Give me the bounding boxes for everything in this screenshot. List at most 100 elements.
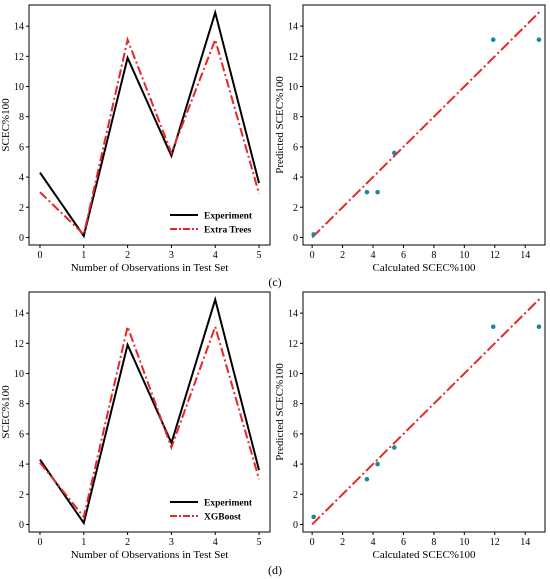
x-tick-label: 14 — [520, 250, 530, 261]
scatter-point — [375, 461, 380, 467]
scatter-point — [392, 150, 397, 156]
scatter-point — [375, 189, 380, 195]
y-tick-label: 8 — [293, 399, 298, 410]
y-tick-label: 14 — [14, 309, 24, 320]
x-tick-label: 0 — [37, 250, 42, 261]
y-tick-label: 0 — [293, 233, 298, 244]
y-tick-label: 10 — [288, 82, 298, 93]
y-tick-label: 0 — [19, 520, 24, 531]
y-tick-label: 8 — [19, 112, 24, 123]
plot-frame — [28, 291, 271, 533]
y-tick-label: 6 — [293, 429, 298, 440]
y-axis-label: Predicted SCEC%100 — [274, 76, 286, 174]
scatter-point — [364, 189, 370, 195]
y-tick-label: 10 — [14, 369, 24, 380]
x-tick-label: 12 — [490, 250, 500, 261]
y-tick-label: 14 — [288, 309, 298, 320]
legend-entry-label: Extra Trees — [204, 226, 252, 236]
y-tick-label: 12 — [288, 339, 298, 350]
x-tick-label: 0 — [310, 537, 315, 548]
x-tick-label: 14 — [520, 537, 530, 548]
x-tick-label: 2 — [340, 250, 345, 261]
y-axis-label: Predicted SCEC%100 — [274, 363, 286, 461]
y-tick-label: 6 — [293, 142, 298, 153]
x-tick-label: 8 — [431, 537, 436, 548]
x-tick-label: 8 — [431, 250, 436, 261]
x-tick-label: 6 — [401, 250, 406, 261]
x-tick-label: 3 — [169, 250, 174, 261]
panel-c-right-scatter-chart: 0 2 4 6 8 10 12 14 0 2 4 6 8 10 12 14 Calculated SCEC%10… — [274, 4, 546, 274]
scatter-point — [536, 324, 542, 330]
y-axis-label: SCEC%100 — [0, 385, 12, 439]
x-tick-label: 0 — [310, 250, 315, 261]
scatter-point — [311, 514, 316, 520]
y-tick-label: 6 — [19, 429, 24, 440]
x-tick-label: 4 — [371, 537, 376, 548]
series-line-experiment — [39, 295, 261, 526]
y-tick-label: 2 — [293, 490, 298, 501]
y-tick-label: 2 — [19, 490, 24, 501]
scatter-point — [490, 37, 496, 43]
x-tick-label: 2 — [125, 250, 130, 261]
scatter-point — [364, 476, 370, 482]
panel-tag-c: (c) — [268, 275, 281, 289]
x-tick-label: 2 — [125, 537, 130, 548]
x-tick-label: 12 — [490, 537, 500, 548]
y-tick-label: 12 — [14, 52, 24, 63]
series-line-xgboost — [39, 323, 261, 520]
x-axis-label: Number of Observations in Test Set — [71, 262, 229, 274]
reference-line-y-equals-x — [311, 297, 542, 526]
scatter-point — [311, 232, 316, 237]
y-tick-label: 4 — [293, 173, 298, 184]
x-tick-label: 10 — [459, 537, 469, 548]
legend-entry-label: Experiment — [204, 212, 253, 222]
plot-frame — [28, 4, 271, 246]
scatter-point — [392, 445, 397, 450]
y-tick-label: 8 — [293, 112, 298, 123]
plot-frame — [302, 291, 546, 533]
y-tick-label: 0 — [293, 520, 298, 531]
x-tick-label: 5 — [257, 250, 262, 261]
series-line-extra-trees — [39, 36, 261, 237]
panel-tag-d: (d) — [268, 563, 282, 577]
x-tick-label: 4 — [213, 250, 218, 261]
x-tick-label: 4 — [213, 537, 218, 548]
x-axis-label: Number of Observations in Test Set — [71, 549, 229, 561]
scatter-point — [490, 324, 496, 330]
x-tick-label: 6 — [401, 537, 406, 548]
y-tick-label: 4 — [293, 460, 298, 471]
y-tick-label: 14 — [14, 22, 24, 33]
y-axis-label: SCEC%100 — [0, 98, 12, 152]
scatter-point — [536, 37, 542, 43]
x-tick-label: 1 — [81, 537, 86, 548]
y-tick-label: 14 — [288, 22, 298, 33]
y-tick-label: 10 — [288, 369, 298, 380]
y-tick-label: 12 — [14, 339, 24, 350]
x-tick-label: 2 — [340, 537, 345, 548]
x-tick-label: 1 — [81, 250, 86, 261]
x-axis-label: Calculated SCEC%100 — [373, 262, 476, 274]
x-tick-label: 4 — [371, 250, 376, 261]
y-tick-label: 4 — [19, 460, 24, 471]
y-tick-label: 8 — [19, 399, 24, 410]
y-tick-label: 6 — [19, 142, 24, 153]
x-tick-label: 3 — [169, 537, 174, 548]
legend-entry-label: XGBoost — [204, 513, 242, 523]
reference-line-y-equals-x — [311, 10, 542, 239]
panel-d-right-scatter-chart: 0 2 4 6 8 10 12 14 0 2 4 6 8 10 12 14 Calculated SCEC%10… — [274, 291, 546, 561]
x-tick-label: 0 — [37, 537, 42, 548]
x-tick-label: 10 — [459, 250, 469, 261]
legend-entry-label: Experiment — [204, 499, 253, 509]
y-tick-label: 2 — [293, 203, 298, 214]
y-tick-label: 4 — [19, 173, 24, 184]
y-tick-label: 0 — [19, 233, 24, 244]
y-tick-label: 2 — [19, 203, 24, 214]
plot-frame — [302, 4, 546, 246]
y-tick-label: 10 — [14, 82, 24, 93]
y-tick-label: 12 — [288, 52, 298, 63]
series-line-experiment — [39, 8, 261, 239]
x-tick-label: 5 — [257, 537, 262, 548]
